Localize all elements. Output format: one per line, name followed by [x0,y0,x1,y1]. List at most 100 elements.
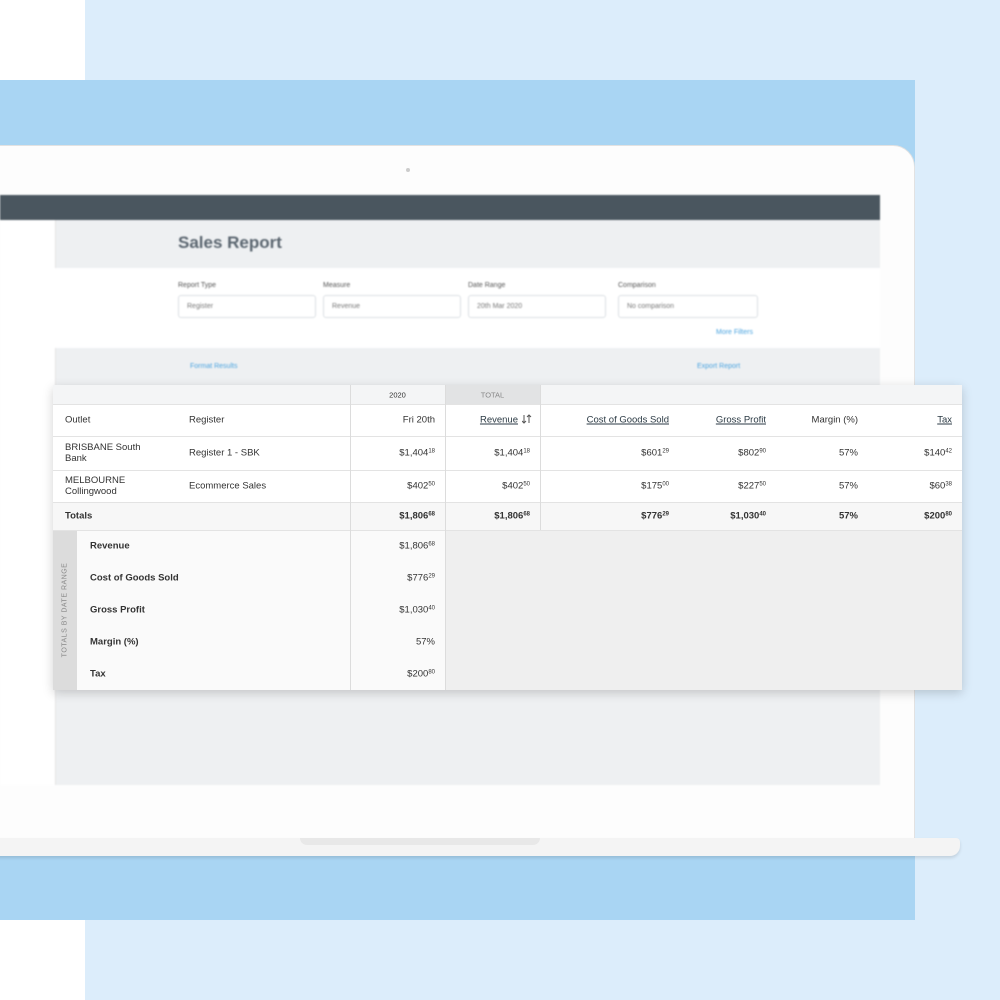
amount: $1,806 [494,510,524,522]
corner-bg [0,920,85,1000]
cents: 18 [523,448,530,455]
laptop-base [0,838,960,856]
top-bar [0,195,880,220]
side-value: $1,03040 [399,605,435,616]
column-divider [540,385,541,530]
filter-select[interactable]: Revenue [323,295,461,318]
side-value: 57% [415,636,435,648]
amount: $402 [407,480,429,492]
amount: $776 [407,572,429,584]
amount: $1,030 [399,604,429,616]
filter-select[interactable]: Register [178,295,316,318]
side-value: $20080 [407,669,435,680]
cents: 00 [662,481,669,488]
totals-row-bg [540,502,962,530]
more-filters[interactable]: More Filters [716,329,753,336]
row-divider [53,436,962,437]
amount: $60 [929,480,946,492]
row-divider [53,404,962,405]
column-header: Margin (%) [811,414,858,426]
format-results[interactable]: Format Results [190,363,238,370]
row-divider [540,470,962,471]
amount: $601 [641,447,663,459]
total-group-bg [445,385,540,404]
column-header: Fri 20th [402,414,435,426]
group-header: 2020 [389,390,406,400]
side-label: Margin (%) [90,636,139,648]
totals-cell: $1,80668 [494,511,530,522]
group-header: TOTAL [480,390,505,400]
amount: $227 [738,480,760,492]
page-title: Sales Report [178,233,282,252]
side-label: Cost of Goods Sold [90,572,179,584]
cents: 90 [759,448,766,455]
table-cell: $1,40418 [494,448,530,459]
cents: 42 [945,448,952,455]
table-cell: BRISBANE South Bank [65,442,141,464]
table-cell: $1,40418 [399,448,435,459]
side-panel [77,530,445,690]
column-divider [350,385,351,690]
table-cell: $40250 [407,481,435,492]
export-report[interactable]: Export Report [697,363,741,370]
sort-arrows [522,414,532,424]
table-cell: Register 1 - SBK [189,447,260,459]
amount: $175 [641,480,663,492]
table-cell: $40250 [502,481,530,492]
row-divider [53,530,962,531]
amount: $402 [502,480,524,492]
filter-label: Comparison [618,282,656,289]
amount: $200 [924,510,946,522]
side-value: $77629 [407,573,435,584]
column-header: Outlet [65,414,91,426]
row-divider [53,502,962,503]
totals-cell: Totals [65,510,93,522]
column-header[interactable]: Cost of Goods Sold [586,414,669,426]
sort-icon[interactable] [522,414,532,424]
cents: 80 [945,511,952,518]
filter-select[interactable]: No comparison [618,295,758,318]
table-cell: $6038 [929,481,952,492]
cents: 29 [662,511,669,518]
cents: 29 [428,573,435,580]
table-cell: $60129 [641,448,669,459]
cents: 68 [428,541,435,548]
table-cell: MELBOURNE Collingwood [65,475,126,497]
amount: $200 [407,668,429,680]
column-header: Register [189,414,225,426]
amount: $1,806 [399,540,429,552]
cents: 80 [428,669,435,676]
cents: 50 [428,481,435,488]
corner-bg [0,0,85,80]
amount: $140 [924,447,946,459]
table-cell: $14042 [924,448,952,459]
side-strip [53,530,77,690]
amount: $802 [738,447,760,459]
row-divider [53,470,540,471]
amount: $1,404 [399,447,429,459]
totals-cell: $1,80668 [399,511,435,522]
column-header[interactable]: Gross Profit [715,414,766,426]
side-label: Revenue [90,540,130,552]
totals-cell: 57% [838,510,858,522]
cents: 68 [428,511,435,518]
side-label: Tax [90,668,106,680]
laptop-notch [300,838,540,845]
totals-row-bg [53,502,540,530]
cents: 29 [662,448,669,455]
totals-cell: $77629 [641,511,669,522]
cents: 18 [428,448,435,455]
amount: $776 [641,510,663,522]
empty-area [445,530,962,690]
filter-select[interactable]: 20th Mar 2020 [468,295,606,318]
table-cell: Ecommerce Sales [189,480,267,492]
totals-cell: $1,03040 [730,511,766,522]
column-header[interactable]: Tax [937,414,952,426]
side-label: Gross Profit [90,604,145,616]
cents: 40 [428,605,435,612]
filter-label: Report Type [178,282,217,289]
camera [406,168,410,172]
cents: 40 [759,511,766,518]
column-header[interactable]: Revenue [479,414,518,426]
column-divider [445,385,446,690]
